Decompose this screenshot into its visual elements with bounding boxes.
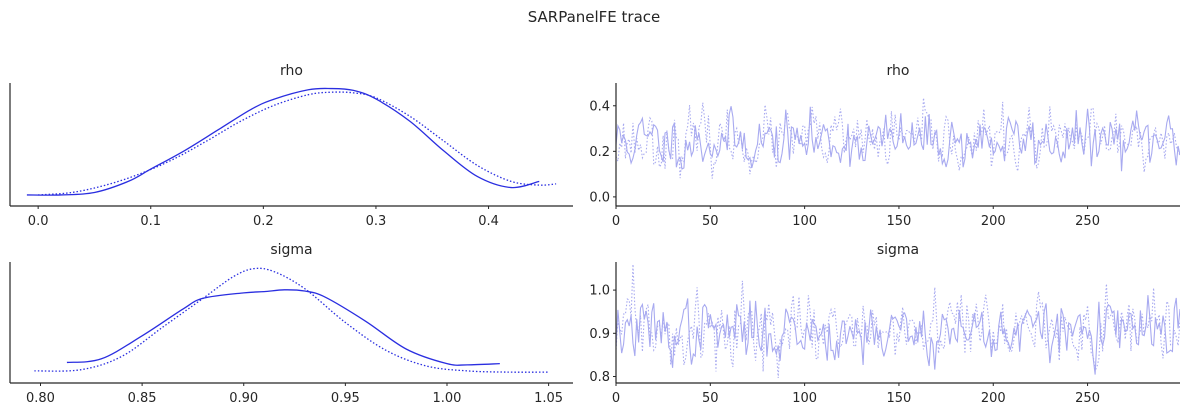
rho-trace-x-tick-label: 100 [792,214,817,229]
rho-density-panel: rho 0.0 0.1 0.2 0.3 0.4 [9,63,573,229]
rho-trace-y-tick-label: 0.4 [589,99,610,114]
rho-density-series-solid [26,87,540,196]
sigma-trace-y-tick-label: 1.0 [589,284,610,299]
sigma-density-series-solid [66,289,500,366]
sigma-trace-x-tick-label: 100 [792,391,817,406]
sigma-density-panel: sigma 0.80 0.85 0.90 0.95 1.00 1.05 [9,242,573,406]
rho-trace-series-group [616,97,1180,179]
sigma-density-x-tick-label: 0.80 [26,391,55,406]
rho-trace-series-dotted [616,97,1180,179]
sigma-trace-x-tick-label: 50 [702,391,719,406]
rho-trace-x-tick-label: 150 [887,214,912,229]
sigma-trace-y-tick-label: 0.9 [589,327,610,342]
rho-trace-x-tick-label: 50 [702,214,719,229]
sigma-density-x-tick-label: 0.90 [229,391,258,406]
sigma-density-x-tick-label: 1.00 [433,391,462,406]
rho-trace-x-tick-label: 250 [1075,214,1100,229]
sigma-trace-series-dotted [616,264,1180,379]
rho-trace-x-tick-label: 200 [981,214,1006,229]
sigma-trace-x-tick-label: 200 [981,391,1006,406]
sigma-density-series-group [34,267,549,373]
sigma-density-title: sigma [270,242,312,258]
sigma-density-x-tick-label: 1.05 [534,391,563,406]
rho-density-x-tick-label: 0.0 [28,214,49,229]
rho-trace-y-tick-label: 0.0 [589,190,610,205]
rho-density-series-dotted [38,91,557,196]
rho-density-x-tick-label: 0.1 [140,214,161,229]
rho-trace-y-tick-label: 0.2 [589,145,610,160]
rho-density-series-group [26,87,557,196]
rho-trace-x-tick-label: 0 [612,214,620,229]
sigma-density-series-dotted [34,267,549,373]
rho-density-x-tick-label: 0.2 [253,214,274,229]
rho-trace-title: rho [887,63,910,79]
sigma-density-x-tick-label: 0.95 [331,391,360,406]
sigma-trace-title: sigma [877,242,919,258]
rho-density-x-tick-label: 0.3 [366,214,387,229]
rho-density-title: rho [280,63,303,79]
rho-density-x-tick-label: 0.4 [478,214,499,229]
sigma-trace-series-solid [616,295,1180,375]
sigma-trace-x-tick-label: 250 [1075,391,1100,406]
rho-trace-panel: rho 0 50 100 150 200 250 0.0 0.2 0.4 [589,63,1180,229]
sigma-trace-x-tick-label: 150 [887,391,912,406]
figure-title: SARPanelFE trace [528,8,661,26]
sigma-trace-series-group [616,264,1180,379]
rho-trace-series-solid [616,106,1180,172]
sigma-trace-y-tick-label: 0.8 [589,370,610,385]
sigma-trace-x-tick-label: 0 [612,391,620,406]
sigma-trace-panel: sigma 0 50 100 150 200 250 0.8 0.9 1.0 [589,242,1180,406]
sigma-density-x-tick-label: 0.85 [128,391,157,406]
